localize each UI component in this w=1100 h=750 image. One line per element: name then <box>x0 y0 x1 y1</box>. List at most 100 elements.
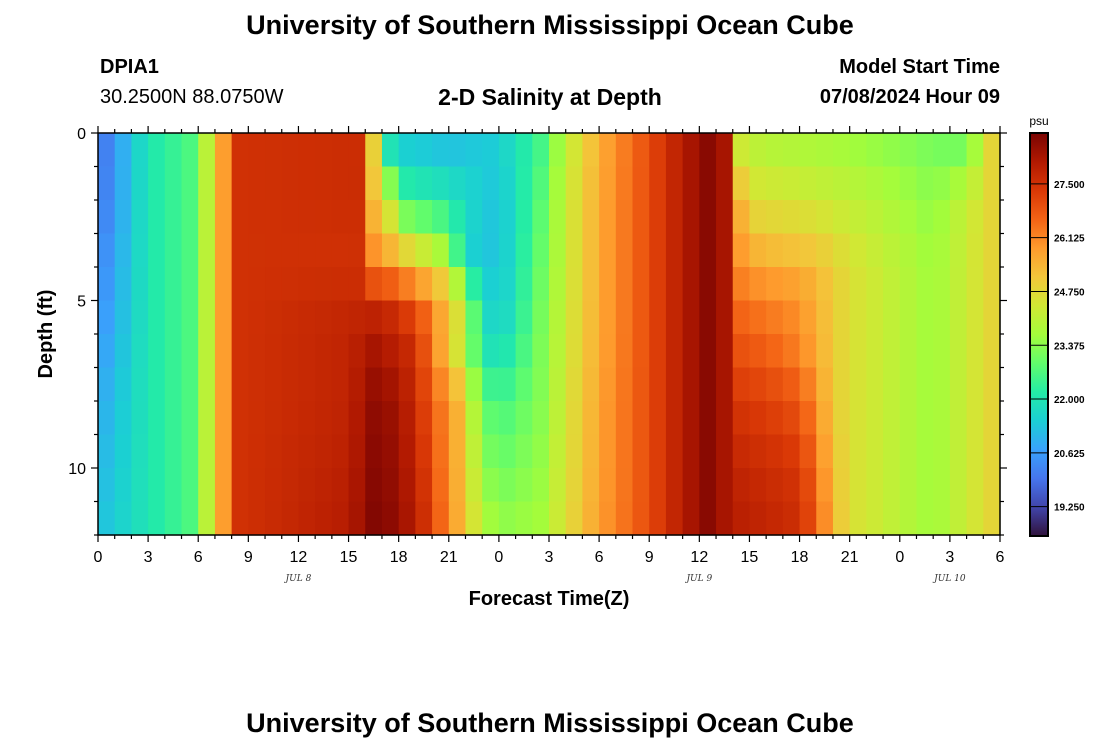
heatmap-cell <box>565 233 583 268</box>
heatmap-cell <box>599 200 617 235</box>
heatmap-cell <box>448 233 467 268</box>
heatmap-cell <box>331 468 350 503</box>
heatmap-cell <box>732 133 751 168</box>
heatmap-cell <box>632 434 650 469</box>
heatmap-cell <box>966 501 984 536</box>
heatmap-cell <box>916 334 934 369</box>
heatmap-cell <box>281 468 300 503</box>
heatmap-cell <box>615 367 634 402</box>
heatmap-cell <box>432 233 450 268</box>
heatmap-cell <box>782 200 801 235</box>
heatmap-cell <box>231 166 249 201</box>
heatmap-cell <box>231 367 249 402</box>
heatmap-cell <box>883 501 901 536</box>
heatmap-cell <box>131 334 149 369</box>
heatmap-cell <box>164 267 183 302</box>
heatmap-cell <box>482 233 500 268</box>
heatmap-cell <box>816 200 834 235</box>
heatmap-cell <box>98 434 116 469</box>
heatmap-cell <box>281 300 300 335</box>
heatmap-cell <box>114 434 132 469</box>
heatmap-cell <box>949 200 968 235</box>
heatmap-cell <box>782 367 801 402</box>
heatmap-cell <box>782 401 801 436</box>
heatmap-cell <box>181 133 199 168</box>
heatmap-cell <box>916 401 934 436</box>
heatmap-cell <box>682 334 700 369</box>
heatmap-cell <box>699 468 717 503</box>
heatmap-cell <box>983 401 1001 436</box>
heatmap-cell <box>515 300 533 335</box>
heatmap-cell <box>866 401 884 436</box>
heatmap-cell <box>198 133 216 168</box>
heatmap-cell <box>148 267 166 302</box>
heatmap-cell <box>899 367 918 402</box>
heatmap-cell <box>482 334 500 369</box>
heatmap-cell <box>933 267 951 302</box>
heatmap-cell <box>281 200 300 235</box>
heatmap-cell <box>849 300 867 335</box>
heatmap-cell <box>782 166 801 201</box>
heatmap-cell <box>164 434 183 469</box>
heatmap-cell <box>315 334 333 369</box>
heatmap-cell <box>265 166 283 201</box>
heatmap-cell <box>315 200 333 235</box>
heatmap-cell <box>766 166 784 201</box>
heatmap-cell <box>782 468 801 503</box>
heatmap-cell <box>582 401 600 436</box>
heatmap-cell <box>916 233 934 268</box>
x-tick-label: 3 <box>945 549 954 566</box>
heatmap-cell <box>682 300 700 335</box>
heatmap-cell <box>131 200 149 235</box>
heatmap-cell <box>131 501 149 536</box>
heatmap-cell <box>816 468 834 503</box>
heatmap-cell <box>949 267 968 302</box>
heatmap-cell <box>866 300 884 335</box>
heatmap-cell <box>866 200 884 235</box>
heatmap-cell <box>615 200 634 235</box>
heatmap-cell <box>114 300 132 335</box>
heatmap-cell <box>983 233 1001 268</box>
heatmap-cell <box>298 166 316 201</box>
colorbar-tick-label: 19.250 <box>1054 503 1085 514</box>
heatmap-cell <box>281 401 300 436</box>
heatmap-cell <box>549 434 567 469</box>
heatmap-cell <box>615 166 634 201</box>
heatmap-cell <box>214 200 233 235</box>
heatmap-cell <box>716 133 734 168</box>
heatmap-cell <box>365 401 383 436</box>
heatmap-cell <box>549 200 567 235</box>
heatmap-cell <box>665 501 684 536</box>
heatmap-cell <box>615 267 634 302</box>
heatmap-cell <box>298 401 316 436</box>
heatmap-cell <box>883 200 901 235</box>
heatmap-cell <box>415 501 433 536</box>
heatmap-cell <box>448 468 467 503</box>
heatmap-cell <box>265 200 283 235</box>
x-tick-label: 18 <box>791 549 809 566</box>
heatmap-cell <box>181 401 199 436</box>
heatmap-cell <box>331 501 350 536</box>
heatmap-cell <box>465 200 483 235</box>
heatmap-cell <box>849 133 867 168</box>
heatmap-cell <box>448 434 467 469</box>
heatmap-cell <box>365 367 383 402</box>
heatmap-cell <box>114 267 132 302</box>
heatmap-cell <box>298 267 316 302</box>
heatmap-cell <box>732 200 751 235</box>
heatmap-cell <box>599 300 617 335</box>
heatmap-cell <box>348 401 366 436</box>
heatmap-cell <box>916 267 934 302</box>
heatmap-cell <box>782 334 801 369</box>
heatmap-cell <box>415 300 433 335</box>
heatmap-cell <box>816 501 834 536</box>
heatmap-cell <box>933 434 951 469</box>
heatmap-cell <box>331 334 350 369</box>
heatmap-cell <box>966 468 984 503</box>
heatmap-cell <box>298 367 316 402</box>
heatmap-cell <box>482 434 500 469</box>
heatmap-cell <box>749 434 767 469</box>
heatmap-cell <box>515 367 533 402</box>
heatmap-cell <box>732 401 751 436</box>
heatmap-cell <box>615 501 634 536</box>
